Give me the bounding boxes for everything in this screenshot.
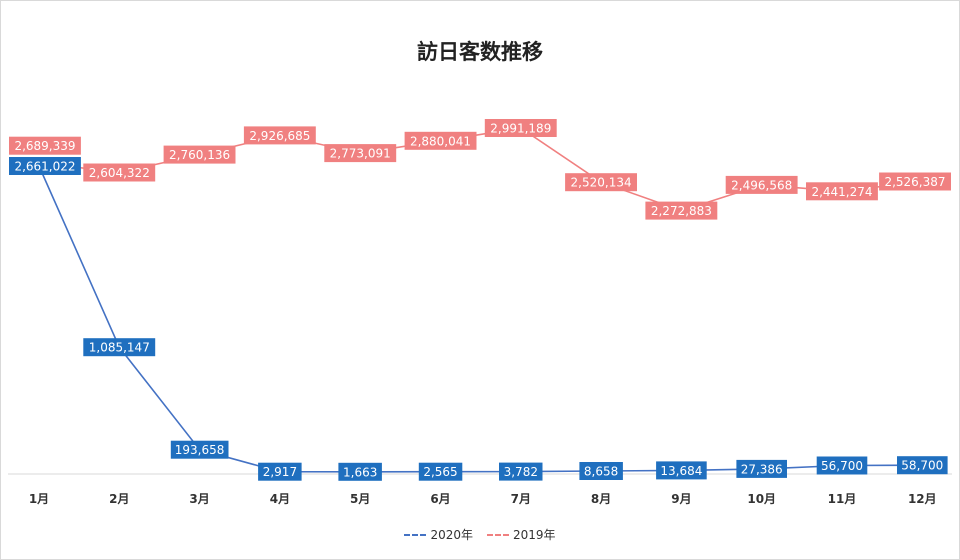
data-label-2020年-3: 193,658 [170, 440, 229, 459]
data-label-text: 2,526,387 [884, 175, 945, 189]
x-tick-label: 12月 [908, 492, 937, 506]
data-label-2019年-4: 2,926,685 [243, 126, 316, 145]
series-line-2019年 [38, 127, 923, 212]
data-label-box [579, 462, 623, 480]
data-label-2020年-12: 58,700 [897, 456, 948, 475]
data-label-text: 193,658 [175, 443, 225, 457]
data-label-text: 58,700 [901, 459, 943, 473]
data-label-box [243, 126, 316, 145]
x-tick-label: 1月 [29, 492, 49, 506]
legend-label-2020: 2020年 [430, 528, 473, 542]
data-label-2019年-7: 2,991,189 [484, 119, 557, 137]
data-label-text: 2,917 [263, 465, 297, 479]
data-label-box [897, 456, 948, 475]
data-label-2020年-5: 1,663 [338, 462, 382, 481]
data-label-text: 2,604,322 [89, 166, 150, 180]
data-label-text: 2,565 [423, 465, 457, 479]
data-label-2020年-2: 1,085,147 [83, 338, 156, 357]
data-label-text: 2,661,022 [14, 160, 75, 174]
data-label-2020年-1: 2,661,022 [9, 157, 81, 175]
data-label-2020年-8: 8,658 [579, 462, 623, 480]
x-tick-label: 7月 [511, 492, 531, 506]
x-tick-label: 9月 [671, 492, 691, 506]
x-tick-label: 2月 [109, 492, 129, 506]
data-label-2019年-11: 2,441,274 [806, 182, 878, 201]
legend: 2020年 2019年 [0, 526, 960, 543]
data-label-box [879, 172, 951, 191]
data-label-text: 56,700 [821, 459, 863, 473]
data-label-text: 1,085,147 [89, 341, 150, 355]
data-label-text: 2,991,189 [490, 122, 551, 136]
legend-label-2019: 2019年 [513, 528, 556, 542]
data-label-box [258, 462, 302, 481]
x-tick-label: 5月 [350, 492, 370, 506]
data-label-box [645, 201, 718, 220]
x-tick-label: 6月 [430, 492, 450, 506]
data-label-2020年-9: 13,684 [656, 461, 707, 480]
data-labels: 2,661,022 1,085,147 193,658 2,917 1,663 2,565… [9, 119, 951, 481]
data-label-text: 2,441,274 [811, 185, 872, 199]
x-tick-label: 3月 [189, 492, 209, 506]
data-label-box [338, 462, 382, 481]
series-line-2020年 [38, 165, 923, 473]
chart-title: 訪日客数推移 [417, 40, 543, 64]
data-label-text: 1,663 [343, 465, 377, 479]
data-label-text: 2,272,883 [651, 204, 712, 218]
data-label-text: 2,760,136 [169, 148, 230, 162]
data-label-box [418, 462, 463, 481]
data-label-box [656, 461, 707, 480]
data-label-2019年-9: 2,272,883 [645, 201, 718, 220]
data-label-box [404, 131, 477, 150]
data-label-2020年-10: 27,386 [736, 459, 787, 478]
data-label-box [9, 136, 81, 155]
data-label-2020年-6: 2,565 [418, 462, 463, 481]
data-label-2019年-12: 2,526,387 [879, 172, 951, 191]
data-label-box [565, 173, 637, 192]
x-tick-label: 4月 [270, 492, 290, 506]
data-label-box [806, 182, 878, 201]
legend-item-2020: 2020年 [404, 526, 473, 543]
legend-item-2019: 2019年 [487, 526, 556, 543]
data-label-text: 13,684 [660, 464, 702, 478]
data-label-box [83, 338, 156, 357]
x-tick-label: 11月 [828, 492, 857, 506]
data-label-text: 8,658 [584, 465, 618, 479]
data-label-text: 2,520,134 [571, 176, 632, 190]
legend-swatch-2019 [487, 533, 509, 536]
data-label-box [163, 145, 236, 164]
x-axis-ticks: 1月 2月 3月 4月 5月 6月 7月 8月 9月 10月 11月 12月 [29, 492, 937, 506]
data-label-text: 2,773,091 [330, 147, 391, 161]
data-label-2019年-8: 2,520,134 [565, 173, 637, 192]
data-label-2019年-2: 2,604,322 [83, 163, 156, 182]
data-label-text: 2,880,041 [410, 134, 471, 148]
data-label-box [725, 175, 798, 194]
data-label-text: 2,926,685 [249, 129, 310, 143]
data-label-2019年-6: 2,880,041 [404, 131, 477, 150]
data-label-box [816, 456, 868, 475]
data-label-2019年-3: 2,760,136 [163, 145, 236, 164]
data-label-2019年-1: 2,689,339 [9, 136, 81, 155]
data-label-2020年-7: 3,782 [499, 462, 543, 481]
data-label-text: 27,386 [741, 462, 783, 476]
data-label-box [83, 163, 156, 182]
x-tick-label: 8月 [591, 492, 611, 506]
data-label-box [499, 462, 543, 481]
data-label-box [484, 119, 557, 137]
data-label-2019年-10: 2,496,568 [725, 175, 798, 194]
data-label-text: 2,496,568 [731, 178, 792, 192]
data-label-2020年-4: 2,917 [258, 462, 302, 481]
data-label-2020年-11: 56,700 [816, 456, 868, 475]
legend-swatch-2020 [404, 533, 427, 536]
data-label-box [9, 157, 81, 175]
data-label-text: 3,782 [504, 465, 538, 479]
data-label-text: 2,689,339 [14, 139, 75, 153]
x-tick-label: 10月 [747, 492, 776, 506]
data-label-2019年-5: 2,773,091 [324, 144, 397, 163]
data-label-box [170, 440, 229, 459]
data-label-box [324, 144, 397, 163]
data-label-box [736, 459, 787, 478]
